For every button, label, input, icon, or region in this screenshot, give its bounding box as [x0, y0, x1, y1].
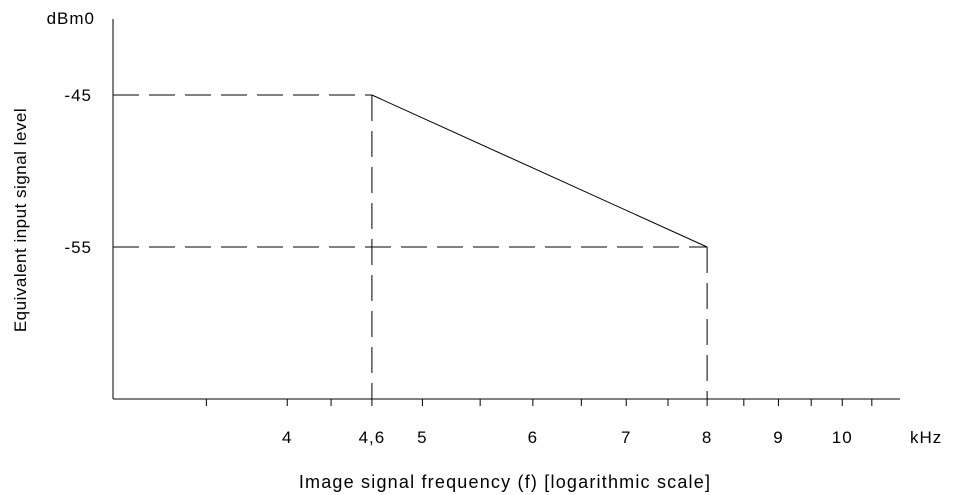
x-tick-label: 6 — [528, 428, 538, 447]
y-axis-title: Equivalent input signal level — [11, 108, 30, 332]
x-tick-label: 7 — [621, 428, 631, 447]
reference-lines — [113, 94, 708, 399]
x-tick-label: 8 — [702, 428, 712, 447]
y-ticks: -45 -55 — [64, 86, 92, 257]
x-tick-label: 4,6 — [359, 428, 386, 447]
x-ticks: 4 4,6 5 6 7 8 9 10 — [205, 399, 873, 447]
y-unit-label: dBm0 — [47, 9, 95, 28]
axes — [112, 19, 900, 400]
x-tick-label: 5 — [417, 428, 427, 447]
x-tick-label: 10 — [832, 428, 853, 447]
x-tick-label: 4 — [282, 428, 292, 447]
series-line-0 — [371, 94, 708, 248]
series-group — [371, 94, 708, 248]
x-tick-label: 9 — [773, 428, 783, 447]
x-unit-label: kHz — [910, 428, 942, 447]
y-tick-label: -45 — [64, 86, 92, 105]
x-axis-title: Image signal frequency (f) [logarithmic … — [299, 472, 711, 492]
y-tick-label: -55 — [64, 238, 92, 257]
